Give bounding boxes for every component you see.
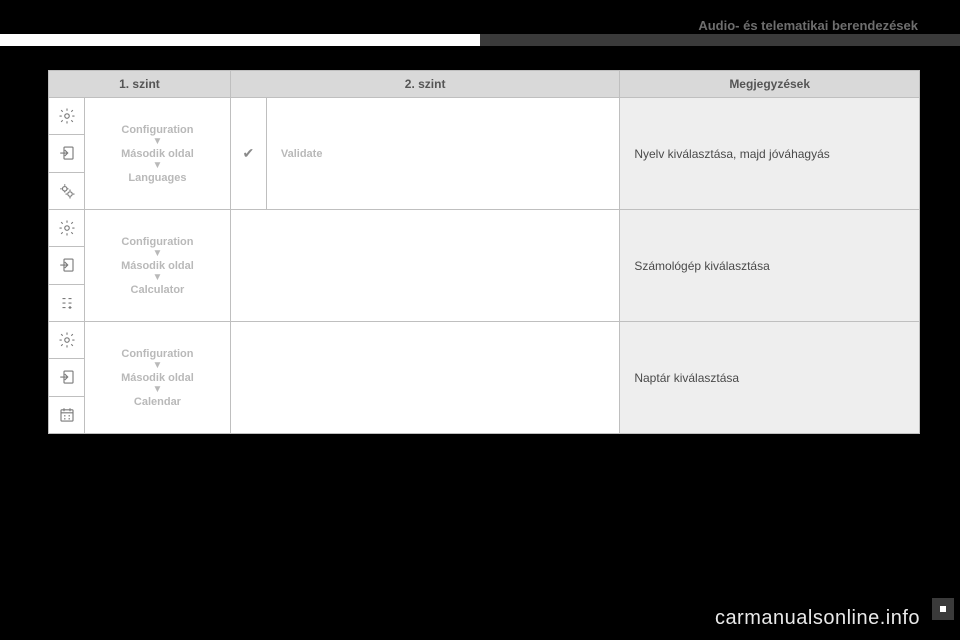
level2-cell	[230, 322, 619, 434]
icon-strip	[49, 322, 85, 433]
level1-cell: Configuration ▼ Második oldal ▼ Calendar	[49, 322, 231, 434]
level2-cell: ✔ Validate	[230, 98, 619, 210]
table-row: Configuration ▼ Második oldal ▼ Language…	[49, 98, 920, 210]
level2-label: Validate	[267, 98, 619, 209]
col-header-notes: Megjegyzések	[620, 71, 920, 98]
table-header-row: 1. szint 2. szint Megjegyzések	[49, 71, 920, 98]
settings-table: 1. szint 2. szint Megjegyzések	[48, 70, 920, 434]
gear-icon	[49, 98, 84, 135]
flow-step: Második oldal	[121, 372, 194, 384]
flow-arrow-icon: ▼	[152, 362, 162, 370]
icon-strip	[49, 98, 85, 209]
check-icon: ✔	[231, 98, 267, 209]
double-gear-icon	[49, 173, 84, 209]
into-box-icon	[49, 135, 84, 172]
flow-step: Calculator	[131, 284, 185, 296]
flow-arrow-icon: ▼	[152, 162, 162, 170]
table-row: Configuration ▼ Második oldal ▼ Calculat…	[49, 210, 920, 322]
col-header-level1: 1. szint	[49, 71, 231, 98]
into-box-icon	[49, 359, 84, 396]
flow-column: Configuration ▼ Második oldal ▼ Calendar	[85, 322, 230, 433]
notes-cell: Nyelv kiválasztása, majd jóváhagyás	[620, 98, 920, 210]
flow-step: Configuration	[121, 124, 193, 136]
flow-arrow-icon: ▼	[152, 250, 162, 258]
icon-strip	[49, 210, 85, 321]
calculator-icon	[49, 285, 84, 321]
topbar-white-segment	[0, 34, 480, 46]
section-title: Audio- és telematikai berendezések	[698, 18, 918, 33]
flow-step: Configuration	[121, 348, 193, 360]
flow-step: Második oldal	[121, 260, 194, 272]
flow-column: Configuration ▼ Második oldal ▼ Calculat…	[85, 210, 230, 321]
flow-arrow-icon: ▼	[152, 138, 162, 146]
level1-cell: Configuration ▼ Második oldal ▼ Language…	[49, 98, 231, 210]
flow-step: Második oldal	[121, 148, 194, 160]
level2-cell	[230, 210, 619, 322]
gear-icon	[49, 322, 84, 359]
flow-arrow-icon: ▼	[152, 274, 162, 282]
notes-cell: Számológép kiválasztása	[620, 210, 920, 322]
gear-icon	[49, 210, 84, 247]
col-header-level2: 2. szint	[230, 71, 619, 98]
level1-cell: Configuration ▼ Második oldal ▼ Calculat…	[49, 210, 231, 322]
flow-arrow-icon: ▼	[152, 386, 162, 394]
calendar-icon	[49, 397, 84, 433]
badge-dot	[940, 606, 946, 612]
topbar-dark-segment	[480, 34, 960, 46]
into-box-icon	[49, 247, 84, 284]
notes-cell: Naptár kiválasztása	[620, 322, 920, 434]
flow-column: Configuration ▼ Második oldal ▼ Language…	[85, 98, 230, 209]
flow-step: Configuration	[121, 236, 193, 248]
watermark-text: carmanualsonline.info	[715, 607, 920, 630]
flow-step: Languages	[128, 172, 186, 184]
corner-badge	[932, 598, 954, 620]
table-row: Configuration ▼ Második oldal ▼ Calendar…	[49, 322, 920, 434]
top-accent-bar	[0, 34, 960, 46]
flow-step: Calendar	[134, 396, 181, 408]
